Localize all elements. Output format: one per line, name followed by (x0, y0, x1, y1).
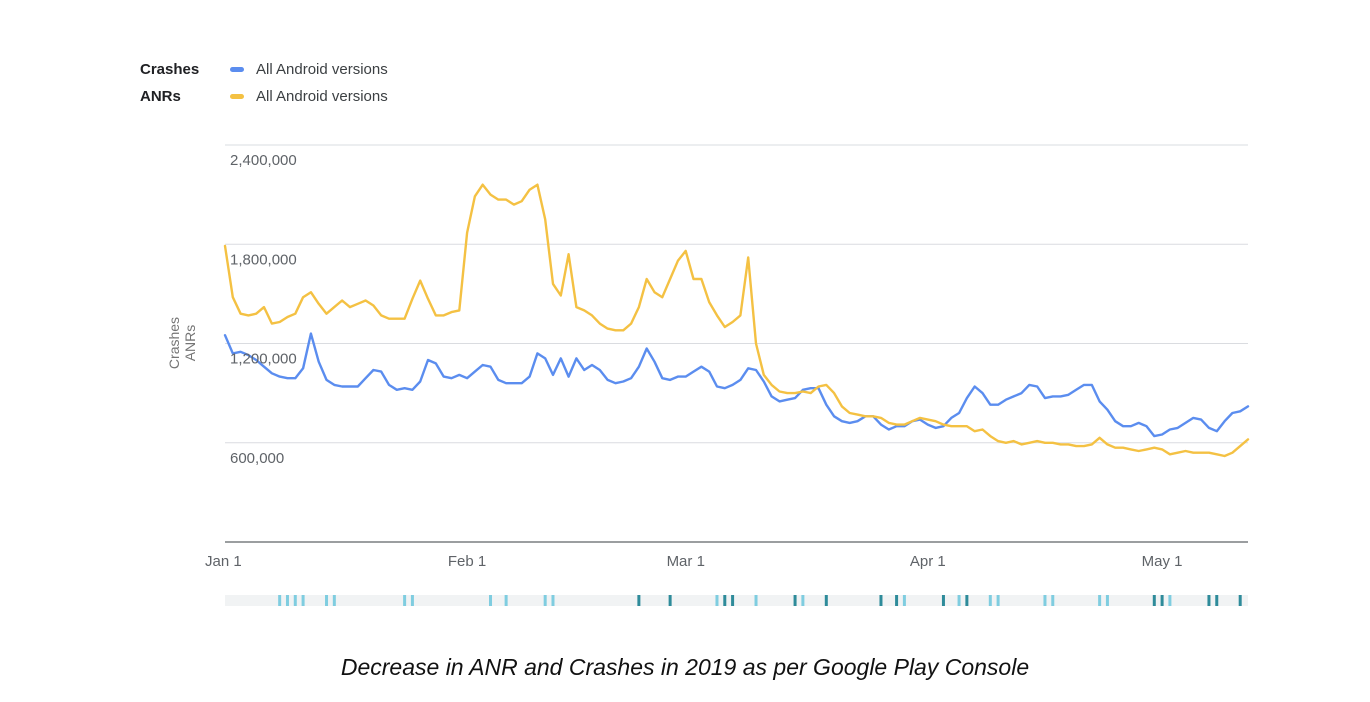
y-tick-label: 600,000 (230, 450, 284, 467)
y-tick-label: 1,200,000 (230, 351, 297, 368)
series-lines (223, 183, 1250, 458)
annotation-mark[interactable] (293, 595, 297, 606)
annotation-mark[interactable] (879, 595, 883, 606)
annotation-mark[interactable] (551, 595, 555, 606)
x-tick-label: Feb 1 (448, 553, 486, 570)
annotation-strip (225, 595, 1248, 606)
annotation-mark[interactable] (941, 595, 945, 606)
annotation-mark[interactable] (410, 595, 414, 606)
annotation-mark[interactable] (1043, 595, 1047, 606)
y-tick-label: 2,400,000 (230, 152, 297, 169)
annotation-mark[interactable] (1098, 595, 1102, 606)
x-tick-labels: Jan 1 Feb 1 Mar 1 Apr 1 May 1 (205, 553, 1183, 570)
legend-series-label: All Android versions (256, 88, 388, 105)
annotation-mark[interactable] (902, 595, 906, 606)
annotation-mark[interactable] (996, 595, 1000, 606)
annotation-mark[interactable] (489, 595, 493, 606)
annotation-mark[interactable] (723, 595, 727, 606)
x-tick-label: Apr 1 (910, 553, 946, 570)
annotation-mark[interactable] (801, 595, 805, 606)
crashes-series-line[interactable] (223, 332, 1250, 438)
annotation-mark[interactable] (278, 595, 282, 606)
annotation-mark[interactable] (895, 595, 899, 606)
annotation-mark[interactable] (403, 595, 407, 606)
annotation-mark[interactable] (988, 595, 992, 606)
annotation-mark[interactable] (301, 595, 305, 606)
legend-swatch-crashes (230, 67, 244, 72)
annotation-mark[interactable] (824, 595, 828, 606)
gridlines (225, 144, 1248, 543)
y-axis-title-line: ANRs (182, 325, 198, 362)
x-tick-label: May 1 (1142, 553, 1183, 570)
annotation-mark[interactable] (1051, 595, 1055, 606)
annotation-mark[interactable] (715, 595, 719, 606)
annotation-mark[interactable] (1152, 595, 1156, 606)
legend-series-label: All Android versions (256, 61, 388, 78)
y-axis-title-line: Crashes (166, 317, 182, 369)
legend-metric-label: Crashes (140, 61, 200, 78)
annotation-mark[interactable] (793, 595, 797, 606)
annotation-mark[interactable] (1215, 595, 1219, 606)
y-tick-labels: 600,000 1,200,000 1,800,000 2,400,000 (230, 152, 297, 467)
annotation-mark[interactable] (668, 595, 672, 606)
legend-row-crashes[interactable]: Crashes All Android versions (140, 56, 388, 83)
x-tick-label: Jan 1 (205, 553, 242, 570)
legend-swatch-anrs (230, 94, 244, 99)
legend-row-anrs[interactable]: ANRs All Android versions (140, 83, 388, 110)
annotation-mark[interactable] (957, 595, 961, 606)
chart-legend: Crashes All Android versions ANRs All An… (140, 56, 388, 110)
legend-metric-label: ANRs (140, 88, 181, 105)
annotation-mark[interactable] (1207, 595, 1211, 606)
annotation-mark[interactable] (1238, 595, 1242, 606)
annotation-mark[interactable] (285, 595, 289, 606)
annotation-mark[interactable] (332, 595, 336, 606)
figure-caption: Decrease in ANR and Crashes in 2019 as p… (340, 654, 1030, 680)
annotation-mark[interactable] (543, 595, 547, 606)
annotation-mark[interactable] (1105, 595, 1109, 606)
anrs-series-line[interactable] (223, 183, 1250, 458)
y-axis-title: Crashes ANRs (166, 317, 198, 369)
y-tick-label: 1,800,000 (230, 251, 297, 268)
annotation-mark[interactable] (325, 595, 329, 606)
annotation-mark[interactable] (965, 595, 969, 606)
x-tick-label: Mar 1 (667, 553, 705, 570)
annotation-mark[interactable] (504, 595, 508, 606)
annotation-mark[interactable] (731, 595, 735, 606)
annotation-strip-track (225, 595, 1248, 606)
annotation-mark[interactable] (754, 595, 758, 606)
annotation-mark[interactable] (637, 595, 641, 606)
line-chart: Crashes ANRs 600,000 1,200,000 1,800,000 2,4… (166, 144, 1250, 606)
annotation-mark[interactable] (1160, 595, 1164, 606)
annotation-mark[interactable] (1168, 595, 1172, 606)
